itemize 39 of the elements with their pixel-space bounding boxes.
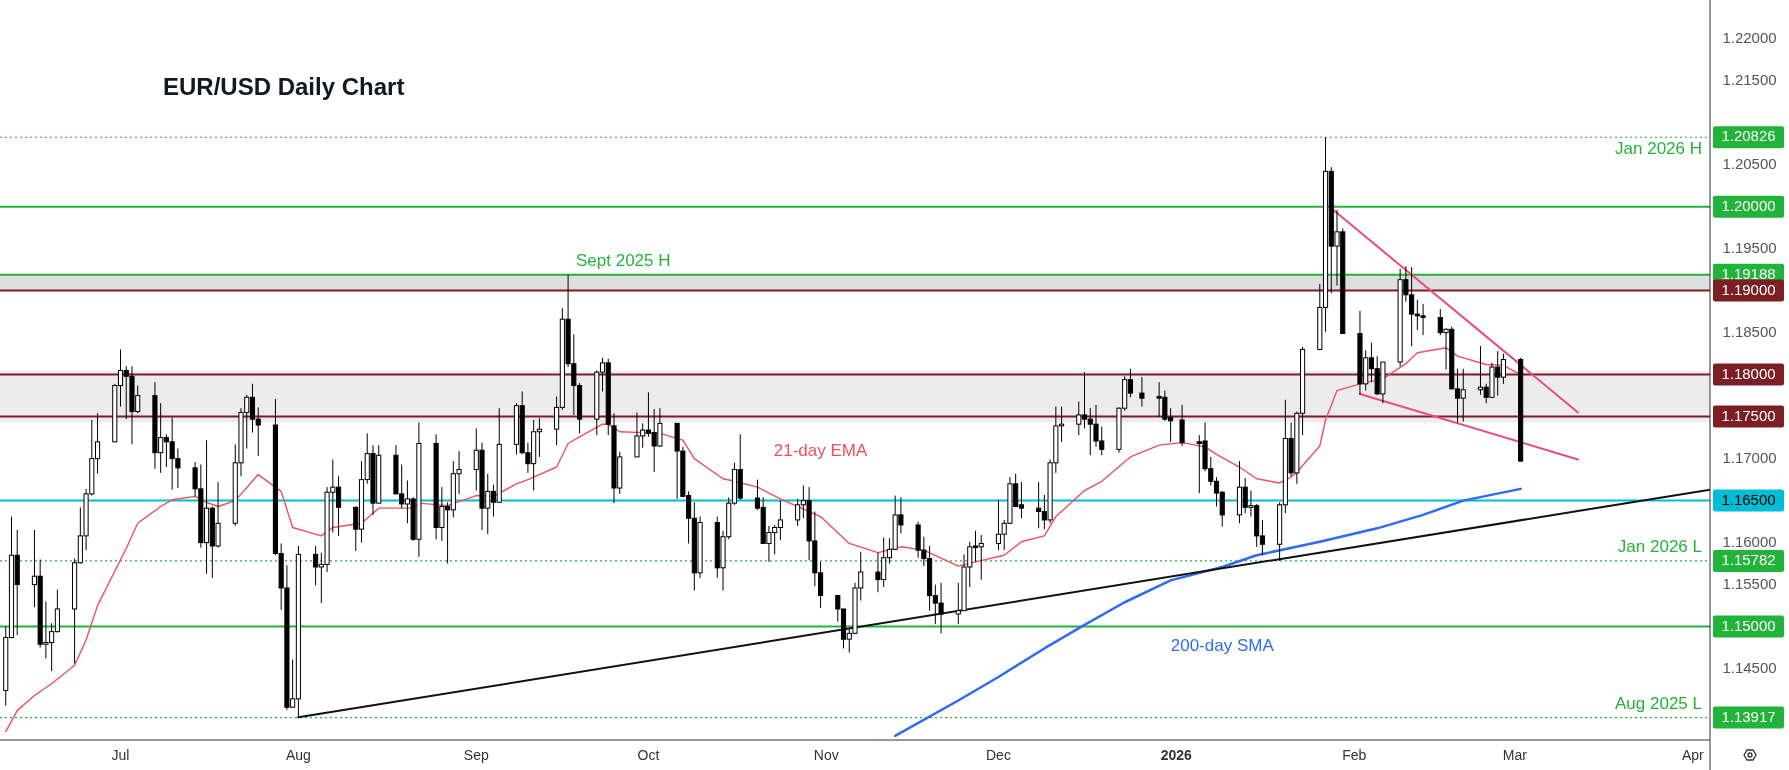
ref-line-label: 1.19188 — [1721, 264, 1776, 282]
ref-line-label: 1.18000 — [1721, 364, 1776, 382]
annotation: Jan 2026 H — [1615, 139, 1702, 159]
x-tick-label: Mar — [1502, 746, 1528, 763]
line-series — [893, 487, 1522, 738]
annotation: Aug 2025 L — [1615, 694, 1702, 714]
ref-line-label: 1.15000 — [1721, 616, 1776, 634]
x-tick-label: Nov — [813, 746, 839, 763]
x-tick-label: Dec — [986, 746, 1011, 763]
ref-line-label: 1.17500 — [1721, 406, 1776, 424]
annotation: Sept 2025 H — [576, 251, 671, 271]
annotation: Jan 2026 L — [1617, 537, 1702, 557]
text: EUR/USD Daily Chart — [163, 73, 405, 100]
y-tick-label: 1.17000 — [1722, 448, 1777, 466]
x-tick-label: Oct — [637, 746, 660, 763]
y-tick-label: 1.19500 — [1722, 238, 1777, 256]
x-tick-label: Feb — [1342, 746, 1367, 763]
x-tick-label: 2026 — [1160, 746, 1193, 763]
x-tick-label: Jul — [111, 746, 130, 763]
ref-line-label: 1.20826 — [1721, 127, 1776, 145]
y-tick-label: 1.15500 — [1722, 574, 1777, 592]
ref-line-label: 1.15782 — [1721, 550, 1776, 568]
y-tick-label: 1.20500 — [1722, 154, 1777, 172]
x-tick-label: Sep — [463, 746, 489, 763]
ref-line-label: 1.20000 — [1721, 196, 1776, 214]
y-tick-label: 1.21500 — [1722, 70, 1777, 88]
series-label: 21-day EMA — [773, 441, 868, 461]
ref-line-label: 1.16500 — [1721, 490, 1776, 508]
candlestick — [1179, 404, 1185, 447]
ref-line-label: 1.19000 — [1721, 280, 1776, 298]
candlestick — [1139, 376, 1145, 408]
ref-line-label: 1.13917 — [1721, 707, 1776, 725]
y-tick-label: 1.16000 — [1722, 532, 1777, 550]
y-tick-label: 1.14500 — [1722, 658, 1777, 676]
text: 200-day SMA — [1170, 636, 1275, 656]
y-tick-label: 1.22000 — [1722, 28, 1777, 46]
y-tick-label: 1.18500 — [1722, 322, 1777, 340]
x-tick-label: Apr — [1681, 746, 1705, 763]
x-tick-label: Aug — [285, 746, 311, 763]
